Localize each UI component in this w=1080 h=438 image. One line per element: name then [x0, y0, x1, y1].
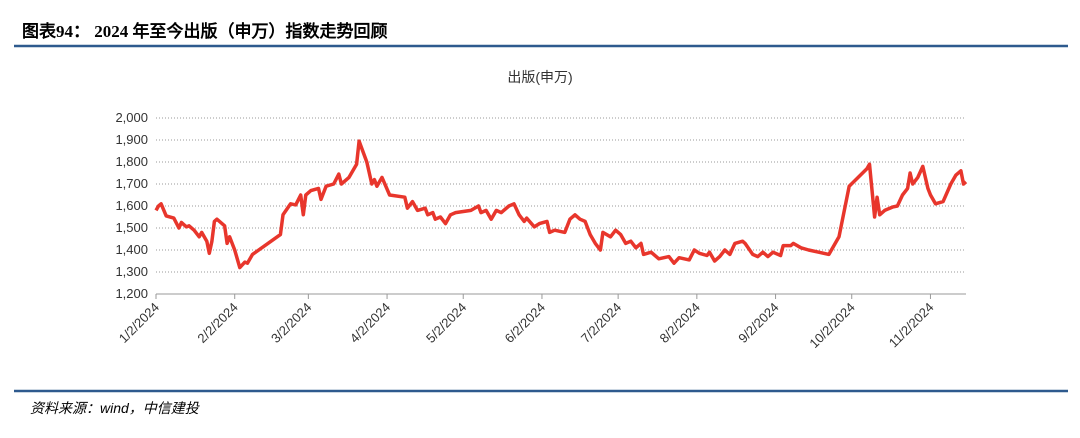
line-series	[154, 139, 968, 270]
x-tick-label: 1/2/2024	[116, 300, 162, 346]
y-tick-label: 1,600	[115, 198, 148, 213]
x-tick-label: 4/2/2024	[347, 300, 393, 346]
figure-title: 图表94： 2024 年至今出版（申万）指数走势回顾	[22, 21, 388, 41]
y-tick-label: 1,400	[115, 242, 148, 257]
y-tick-label: 2,000	[115, 110, 148, 125]
x-tick-label: 2/2/2024	[194, 300, 240, 346]
x-tick-label: 11/2/2024	[886, 300, 937, 351]
source-note: 资料来源：wind，中信建投	[30, 400, 201, 416]
x-tick-label: 9/2/2024	[735, 300, 781, 346]
chart-title: 出版(申万)	[507, 69, 572, 85]
y-tick-label: 1,800	[115, 154, 148, 169]
y-tick-label: 1,300	[115, 264, 148, 279]
x-tick-label: 7/2/2024	[578, 300, 624, 346]
x-tick-label: 8/2/2024	[657, 300, 703, 346]
x-tick-label: 3/2/2024	[268, 300, 314, 346]
x-tick-label: 6/2/2024	[502, 300, 548, 346]
x-tick-label: 10/2/2024	[806, 300, 858, 352]
y-tick-label: 1,200	[115, 286, 148, 301]
y-tick-label: 1,900	[115, 132, 148, 147]
y-tick-label: 1,700	[115, 176, 148, 191]
x-tick-label: 5/2/2024	[423, 300, 469, 346]
y-tick-label: 1,500	[115, 220, 148, 235]
